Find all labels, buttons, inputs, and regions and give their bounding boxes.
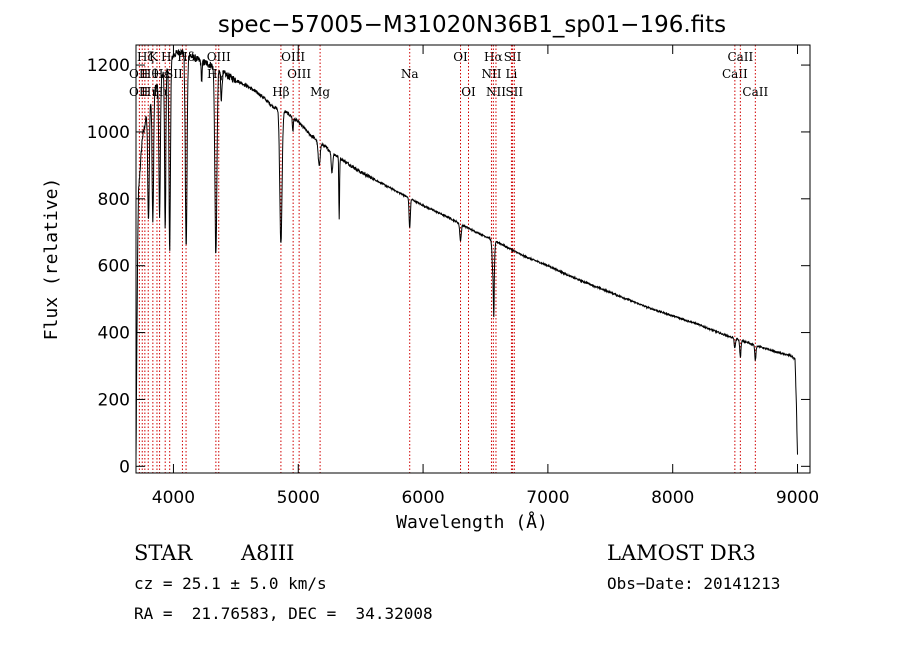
x-tick-label: 6000 bbox=[401, 488, 444, 508]
y-tick-label: 1200 bbox=[87, 56, 130, 76]
line-marker-label: Hε bbox=[153, 67, 170, 81]
line-marker-label: NII bbox=[486, 85, 506, 99]
y-tick-label: 800 bbox=[98, 190, 130, 210]
spectrum-line bbox=[135, 48, 798, 459]
line-marker-label: SII bbox=[165, 67, 183, 81]
line-marker-label: CaII bbox=[722, 67, 748, 81]
y-tick-label: 1000 bbox=[87, 123, 130, 143]
line-marker-label: CaII bbox=[742, 85, 768, 99]
line-marker-label: OI bbox=[461, 85, 476, 99]
line-marker-label: SII bbox=[505, 85, 523, 99]
coordinates: RA = 21.76583, DEC = 34.32008 bbox=[134, 604, 433, 623]
x-tick-label: 4000 bbox=[152, 488, 195, 508]
y-tick-label: 200 bbox=[98, 390, 130, 410]
object-type: STAR bbox=[134, 541, 193, 565]
subclass: A8III bbox=[241, 541, 295, 565]
plot-frame bbox=[135, 44, 811, 474]
survey-label: LAMOST DR3 bbox=[607, 541, 756, 565]
obs-date: Obs−Date: 20141213 bbox=[607, 574, 781, 593]
x-tick-label: 5000 bbox=[277, 488, 320, 508]
x-tick-label: 7000 bbox=[526, 488, 569, 508]
line-marker-label: Hγ bbox=[207, 67, 225, 81]
line-marker-label: Hζ bbox=[137, 50, 154, 64]
line-marker-label: OIII bbox=[207, 50, 231, 64]
line-marker-label: H bbox=[161, 50, 171, 64]
line-marker-label: K bbox=[149, 50, 159, 64]
line-marker-label: Li bbox=[506, 67, 518, 81]
spectrum-series bbox=[135, 48, 798, 459]
line-marker-label: NII bbox=[481, 67, 501, 81]
y-axis-ticks: 0 200 400 600 800 1000 1200 bbox=[87, 56, 810, 477]
line-marker-label: Hα bbox=[484, 50, 503, 64]
y-tick-label: 0 bbox=[119, 457, 130, 477]
x-axis-ticks: 4000 5000 6000 7000 8000 9000 bbox=[152, 45, 819, 508]
chart-title: spec−57005−M31020N36B1_sp01−196.fits bbox=[218, 12, 726, 38]
line-marker-label: OII bbox=[129, 85, 149, 99]
line-marker-label: Na bbox=[401, 67, 419, 81]
line-marker-label: CaII bbox=[727, 50, 753, 64]
x-axis-label: Wavelength (Å) bbox=[396, 511, 548, 533]
x-tick-label: 9000 bbox=[776, 488, 819, 508]
x-tick-label: 8000 bbox=[651, 488, 694, 508]
line-marker-label: OI bbox=[453, 50, 468, 64]
y-tick-label: 400 bbox=[98, 324, 130, 344]
line-marker-label: OIII bbox=[287, 67, 311, 81]
redshift-cz: cz = 25.1 ± 5.0 km/s bbox=[134, 574, 327, 593]
y-axis-label: Flux (relative) bbox=[41, 178, 62, 341]
line-marker-label: Hι bbox=[153, 85, 168, 99]
line-marker-label: Hβ bbox=[272, 85, 289, 99]
line-marker-label: OIII bbox=[281, 50, 305, 64]
line-marker-label: Mg bbox=[310, 85, 330, 99]
line-marker-label: OII bbox=[129, 67, 149, 81]
line-marker-label: SII bbox=[504, 50, 522, 64]
line-marker-label: Hθ bbox=[141, 67, 159, 81]
y-tick-label: 600 bbox=[98, 257, 130, 277]
